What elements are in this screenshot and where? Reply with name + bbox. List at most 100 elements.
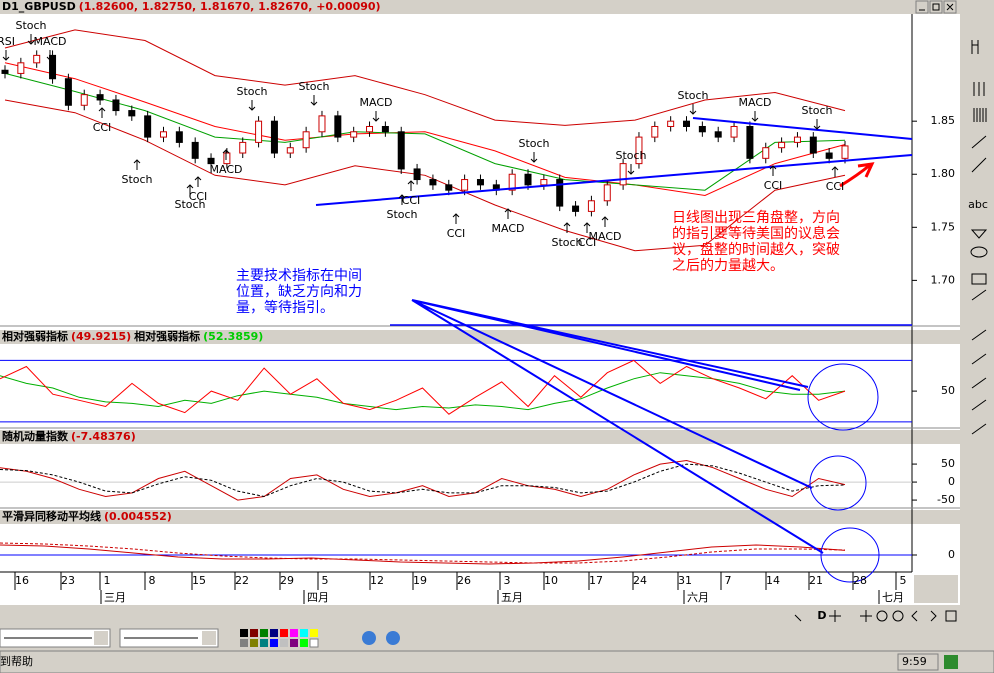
color-swatch[interactable] — [250, 639, 258, 647]
signal-arrow — [530, 152, 538, 163]
candle — [255, 120, 263, 143]
signal-arrow — [398, 194, 406, 205]
chart-background — [0, 0, 960, 605]
annotation-line: 的指引要等待美国的议息会 — [672, 226, 840, 242]
indicator-line — [0, 542, 846, 564]
candle — [270, 120, 278, 154]
x-tick-label: 1 — [104, 574, 111, 587]
combo-button[interactable] — [202, 631, 216, 645]
signal-arrow — [310, 95, 318, 106]
candle — [144, 115, 152, 138]
indicator-line — [4, 72, 846, 191]
annotation-line: 主要技术指标在中间 — [236, 268, 362, 284]
signal-arrow — [186, 184, 194, 195]
toolbar-icons[interactable] — [970, 40, 988, 435]
status-bar — [0, 650, 994, 673]
color-swatch[interactable] — [300, 629, 308, 637]
combo-button[interactable] — [94, 631, 108, 645]
signal-label: CCI — [93, 121, 112, 134]
trend-line — [315, 154, 913, 206]
macd-header: 平滑异同移动平均线 (0.004552) — [2, 510, 175, 524]
candle — [397, 131, 405, 170]
candle — [667, 120, 675, 127]
y-tick-label: 1.80 — [931, 167, 956, 180]
color-swatch[interactable] — [260, 629, 268, 637]
color-swatch[interactable] — [280, 639, 288, 647]
color-swatch[interactable] — [290, 639, 298, 647]
candle — [413, 168, 421, 181]
ie-icon[interactable] — [386, 631, 400, 645]
color-swatch[interactable] — [270, 639, 278, 647]
color-swatch[interactable] — [280, 629, 288, 637]
restore-button[interactable] — [929, 0, 943, 14]
candle — [286, 147, 294, 154]
color-swatch[interactable] — [240, 629, 248, 637]
x-tick-label: 15 — [192, 574, 206, 587]
candle — [841, 145, 849, 159]
nav-icon[interactable]: D — [817, 609, 826, 622]
color-palette[interactable] — [240, 629, 319, 648]
annotation-line: 议，盘整的时间越久，突破 — [672, 242, 840, 258]
candle — [461, 179, 469, 191]
nav-icons[interactable] — [794, 610, 937, 622]
status-cell — [897, 653, 939, 671]
x-tick-label: 21 — [809, 574, 823, 587]
signal-arrow — [751, 111, 759, 122]
candle — [572, 205, 580, 212]
candle — [730, 125, 738, 138]
indicator-value: (0.004552) — [104, 510, 172, 523]
ie-icon[interactable] — [362, 631, 376, 645]
color-swatch[interactable] — [250, 629, 258, 637]
signal-label: CCI — [189, 190, 208, 203]
indicator-value: (-7.48376) — [71, 430, 136, 443]
candle — [698, 125, 706, 133]
signal-arrow — [689, 104, 697, 115]
candle — [524, 173, 532, 186]
button-glyphs — [919, 3, 954, 11]
candle — [191, 141, 199, 159]
indicator-value: (49.9215) — [71, 330, 132, 343]
candle — [381, 125, 389, 133]
signal-arrow — [769, 165, 777, 176]
text-tool[interactable]: abc — [968, 198, 988, 211]
signal-label: MACD — [34, 35, 67, 48]
color-swatch[interactable] — [290, 629, 298, 637]
color-swatch[interactable] — [309, 638, 319, 648]
candle — [366, 125, 374, 133]
signal-arrow — [2, 50, 10, 61]
x-tick-label: 12 — [370, 574, 384, 587]
tool-glyphs[interactable] — [970, 229, 988, 435]
stoch-header: 随机动量指数 (-7.48376) — [2, 430, 139, 444]
tool-glyphs[interactable] — [971, 40, 987, 173]
signal-arrow — [194, 176, 202, 187]
minimize-button[interactable] — [915, 0, 929, 14]
signal-label: RSI — [0, 35, 15, 48]
signal-arrow — [248, 100, 256, 111]
x-tick-label: 10 — [544, 574, 558, 587]
signal-label: Stoch — [174, 198, 205, 211]
color-swatch[interactable] — [260, 639, 268, 647]
x-tick-label: 3 — [504, 574, 511, 587]
color-swatch[interactable] — [310, 629, 318, 637]
candle — [476, 179, 484, 186]
red-annotation: 日线图出现三角盘整，方向 的指引要等待美国的议息会 议，盘整的时间越久，突破 之后的力… — [672, 210, 840, 274]
x-tick-label: 14 — [766, 574, 780, 587]
candle — [714, 131, 722, 138]
candle — [587, 200, 595, 212]
indicator-name: 平滑异同移动平均线 — [2, 510, 101, 523]
window-buttons[interactable] — [915, 0, 957, 14]
candle — [429, 179, 437, 186]
y-tick-label: 1.75 — [931, 220, 956, 233]
red-arrow — [839, 162, 875, 188]
candle — [809, 136, 817, 154]
x-tick-label: 23 — [61, 574, 75, 587]
color-swatch[interactable] — [240, 639, 248, 647]
header-bar — [0, 0, 960, 14]
color-swatch[interactable] — [300, 639, 308, 647]
signal-arrow — [133, 159, 141, 170]
color-swatch[interactable] — [270, 629, 278, 637]
signal-arrow — [583, 222, 591, 233]
nav-icon[interactable] — [945, 610, 957, 622]
y-tick-label: 1.85 — [931, 114, 956, 127]
